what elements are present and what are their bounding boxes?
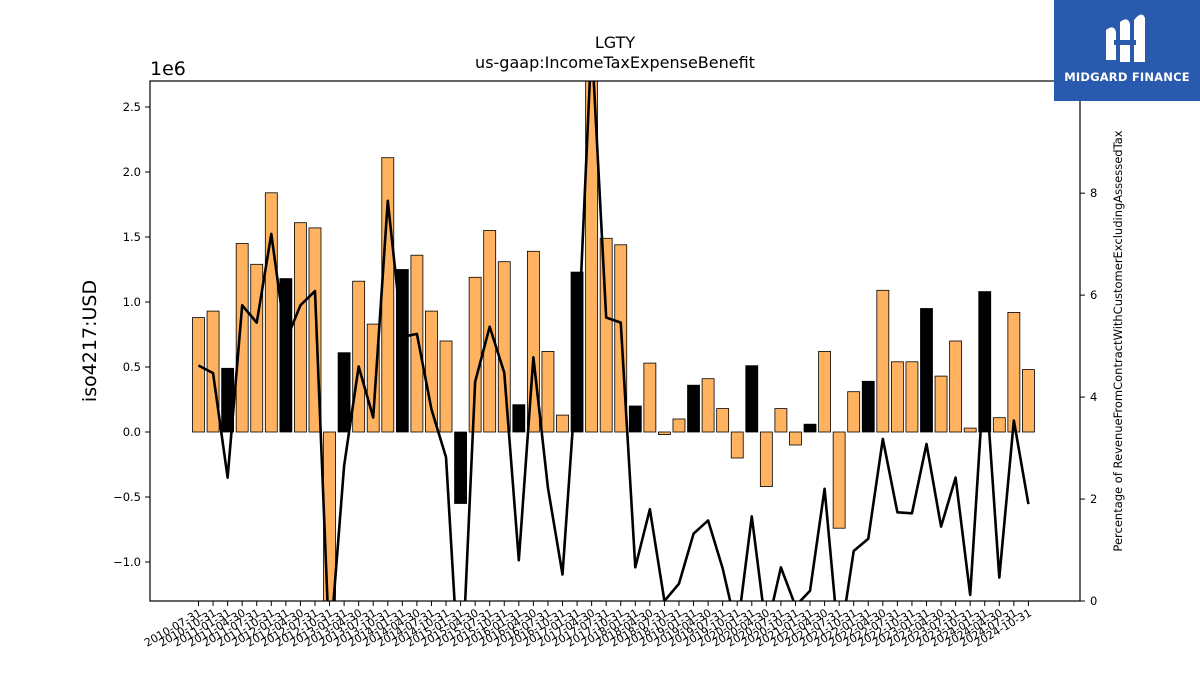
bar-2021-01-31 <box>803 423 817 433</box>
bar-2020-10-31 <box>789 431 802 446</box>
bar-2014-10-31 <box>439 340 453 433</box>
y-tick-label: 2.0 <box>123 165 141 179</box>
midgard-finance-logo: MIDGARD FINANCE <box>1054 0 1200 101</box>
y-tick-label: 2.5 <box>123 100 141 114</box>
y-axis-ticks: −1.0 −0.5 0.0 0.5 1.0 1.5 2.0 2.5 <box>113 100 150 569</box>
x-axis-ticks: 2010-07-312010-10-312011-01-312011-04-30… <box>142 601 1034 650</box>
bar-2015-01-31 <box>454 431 467 504</box>
y2-tick-label: 8 <box>1090 186 1097 200</box>
y2-tick-label: 2 <box>1090 492 1097 506</box>
bar-2013-10-31 <box>381 157 395 433</box>
chart-subtitle: us-gaap:IncomeTaxExpenseBenefit <box>475 53 755 72</box>
bar-2024-04-30 <box>992 417 1006 433</box>
y-tick-label: −0.5 <box>113 490 141 504</box>
y2-axis-label: Percentage of RevenueFromContractWithCus… <box>1111 130 1125 551</box>
bar-2024-07-31 <box>1007 311 1021 433</box>
bar-2023-10-31 <box>963 427 977 433</box>
plot-frame <box>149 80 1081 602</box>
logo-text: MIDGARD FINANCE <box>1064 70 1190 84</box>
bar-2021-10-31 <box>847 391 861 433</box>
bar-2014-07-31 <box>425 310 438 433</box>
y-offset-label: 1e6 <box>150 58 186 80</box>
bar-2011-04-30 <box>235 243 249 433</box>
ratio-line-series <box>197 81 1030 601</box>
bar-2016-10-31 <box>556 414 569 433</box>
bar-2012-04-30 <box>294 222 307 433</box>
bar-2018-10-31 <box>672 418 686 433</box>
bar-2019-01-31 <box>687 384 700 433</box>
y-tick-label: −1.0 <box>113 555 141 569</box>
y2-tick-label: 0 <box>1090 594 1097 608</box>
bar-2020-07-31 <box>774 408 788 433</box>
bar-2017-07-31 <box>599 237 613 433</box>
bar-2022-07-31 <box>890 361 904 433</box>
chart-title: LGTY <box>595 33 636 52</box>
bar-2023-01-31 <box>920 308 933 433</box>
bar-2022-01-31 <box>861 380 875 433</box>
bar-2020-04-30 <box>759 431 773 487</box>
bar-2018-01-31 <box>628 405 642 433</box>
bar-2022-10-31 <box>905 361 919 433</box>
bar-2017-04-30 <box>585 81 599 433</box>
bar-2010-07-31 <box>192 317 205 433</box>
bar-2018-07-31 <box>658 431 671 435</box>
bar-2019-10-31 <box>730 431 744 459</box>
y-tick-label: 0.0 <box>123 425 141 439</box>
bar-2019-07-31 <box>716 408 730 433</box>
y-tick-label: 1.0 <box>123 295 141 309</box>
y2-tick-label: 6 <box>1090 288 1097 302</box>
bar-2022-04-30 <box>876 289 890 433</box>
bar-2016-07-31 <box>541 350 555 433</box>
bar-2021-04-30 <box>818 350 831 433</box>
bar-2013-04-30 <box>352 280 366 433</box>
bar-2023-04-30 <box>934 375 948 433</box>
y2-tick-label: 4 <box>1090 390 1097 404</box>
bar-2024-10-31 <box>1022 369 1035 433</box>
y2-axis-ticks: 0 2 4 6 8 <box>1080 186 1097 608</box>
bar-2019-04-30 <box>701 378 715 433</box>
bar-2021-07-31 <box>832 431 846 529</box>
bar-series <box>192 81 1035 601</box>
y-tick-label: 1.5 <box>123 230 141 244</box>
bar-2014-04-30 <box>410 254 424 433</box>
bar-2018-04-30 <box>643 362 657 433</box>
bar-2016-01-31 <box>512 404 526 433</box>
midgard-logo-icon <box>1106 14 1145 63</box>
y-tick-label: 0.5 <box>123 360 141 374</box>
bar-2015-10-31 <box>497 261 511 433</box>
bar-2020-01-31 <box>745 365 759 433</box>
bar-2023-07-31 <box>949 340 963 433</box>
bar-2011-10-31 <box>264 192 278 433</box>
ratio-line <box>197 81 1030 601</box>
bar-2013-01-31 <box>337 352 351 433</box>
y-axis-label: iso4217:USD <box>79 280 101 402</box>
